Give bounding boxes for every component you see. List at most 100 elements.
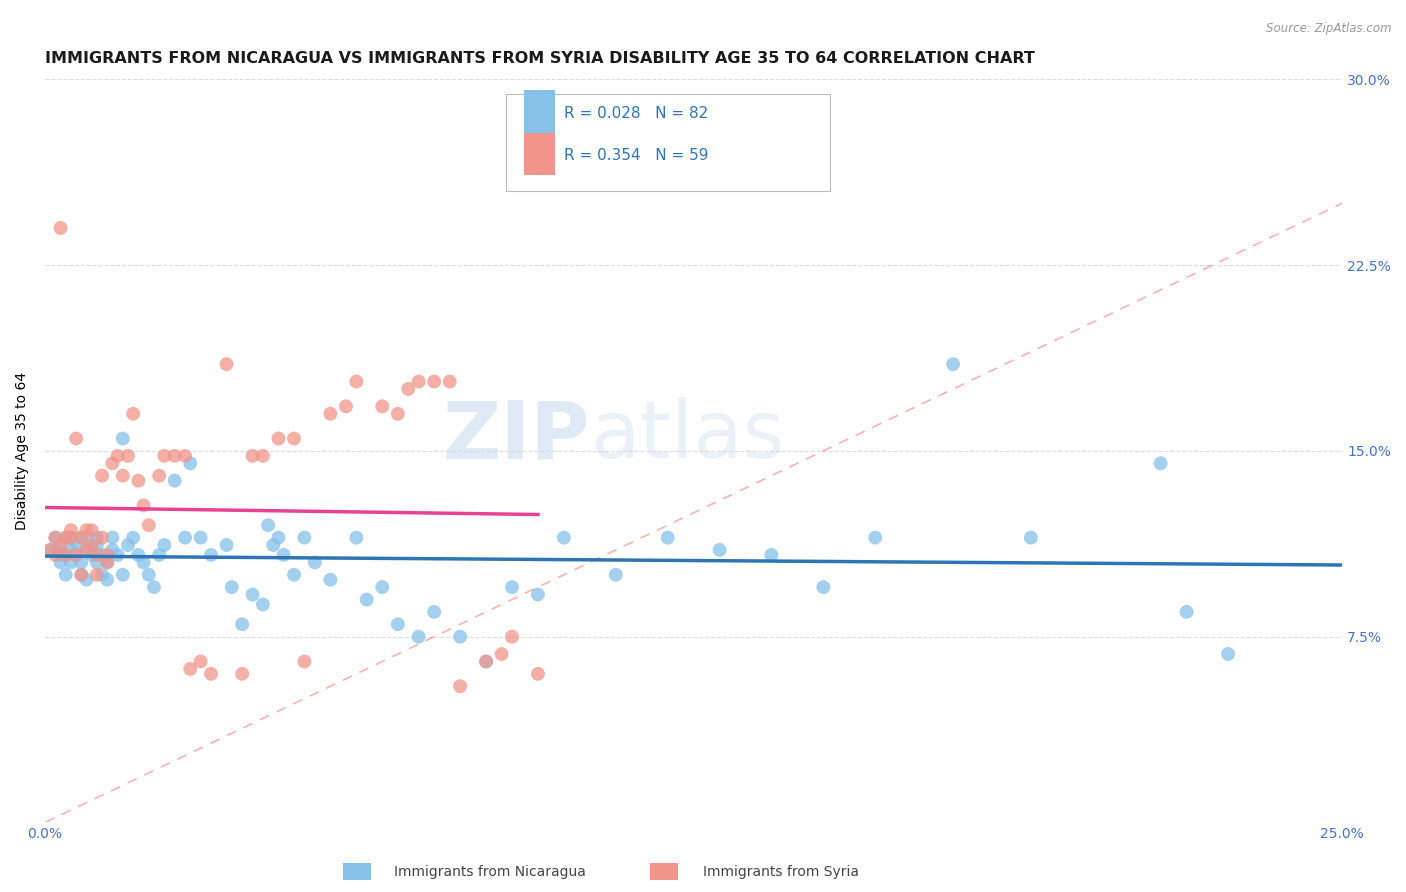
Point (709, 543, 731, 558)
Point (387, 407, 409, 421)
Point (96, 555, 118, 569)
Point (59, 543, 82, 558)
Point (70, 567, 93, 582)
Point (408, 375, 430, 389)
Point (80, 523, 103, 537)
Point (501, 630, 523, 644)
Point (65, 548, 87, 562)
Point (1149, 456, 1171, 470)
Point (527, 666, 550, 681)
Point (942, 357, 965, 371)
Point (49, 221, 72, 235)
Point (356, 592, 378, 607)
Point (283, 432, 305, 446)
Point (80, 543, 103, 558)
Point (96, 555, 118, 569)
Text: Immigrants from Syria: Immigrants from Syria (703, 865, 859, 880)
Point (319, 573, 342, 587)
Point (76, 543, 98, 558)
Point (475, 655, 498, 669)
Text: Source: ZipAtlas.com: Source: ZipAtlas.com (1267, 22, 1392, 36)
Point (304, 555, 326, 569)
Point (148, 548, 170, 562)
Point (91, 531, 114, 545)
Text: ZIP: ZIP (443, 397, 591, 475)
Point (252, 449, 274, 463)
Point (439, 375, 461, 389)
Point (153, 538, 176, 552)
Point (44, 531, 66, 545)
Point (39, 543, 62, 558)
Point (91, 548, 114, 562)
Point (371, 580, 394, 594)
Point (117, 449, 139, 463)
Point (44, 543, 66, 558)
Point (215, 538, 238, 552)
Point (1175, 605, 1198, 619)
Point (59, 523, 82, 537)
Point (122, 407, 145, 421)
Point (242, 588, 264, 602)
Point (55, 567, 77, 582)
Point (59, 555, 82, 569)
Point (70, 555, 93, 569)
Text: R = 0.354   N = 59: R = 0.354 N = 59 (564, 148, 709, 163)
Point (221, 580, 243, 594)
Point (101, 531, 124, 545)
Point (252, 598, 274, 612)
Point (273, 548, 295, 562)
Point (335, 400, 357, 414)
Point (111, 468, 134, 483)
Point (163, 474, 186, 488)
Point (39, 543, 62, 558)
Point (267, 432, 290, 446)
Point (163, 449, 186, 463)
Point (55, 531, 77, 545)
Point (294, 531, 316, 545)
Point (449, 630, 471, 644)
Point (117, 538, 139, 552)
Point (122, 531, 145, 545)
Point (200, 666, 222, 681)
Point (76, 531, 98, 545)
Text: IMMIGRANTS FROM NICARAGUA VS IMMIGRANTS FROM SYRIA DISABILITY AGE 35 TO 64 CORRE: IMMIGRANTS FROM NICARAGUA VS IMMIGRANTS … (45, 51, 1035, 66)
Point (80, 548, 103, 562)
FancyBboxPatch shape (506, 95, 830, 191)
Point (86, 567, 108, 582)
Point (174, 531, 197, 545)
Point (491, 647, 513, 661)
Point (449, 679, 471, 693)
Text: atlas: atlas (591, 397, 785, 475)
Point (76, 573, 98, 587)
Point (59, 531, 82, 545)
Point (101, 543, 124, 558)
Point (408, 630, 430, 644)
Point (190, 655, 212, 669)
Point (423, 605, 446, 619)
Point (91, 468, 114, 483)
Point (96, 573, 118, 587)
Point (294, 655, 316, 669)
Point (262, 538, 284, 552)
Text: Immigrants from Nicaragua: Immigrants from Nicaragua (394, 865, 585, 880)
Point (344, 531, 367, 545)
Point (132, 499, 155, 513)
Point (527, 588, 550, 602)
Point (127, 474, 149, 488)
Point (65, 432, 87, 446)
FancyBboxPatch shape (523, 133, 555, 175)
Point (215, 357, 238, 371)
Point (319, 407, 342, 421)
Point (257, 518, 280, 533)
Point (127, 548, 149, 562)
Point (396, 382, 419, 396)
Point (86, 548, 108, 562)
Point (231, 666, 253, 681)
Point (49, 538, 72, 552)
Point (387, 617, 409, 632)
Point (80, 538, 103, 552)
FancyBboxPatch shape (523, 90, 555, 133)
Point (138, 567, 160, 582)
Point (1019, 531, 1042, 545)
Point (76, 523, 98, 537)
